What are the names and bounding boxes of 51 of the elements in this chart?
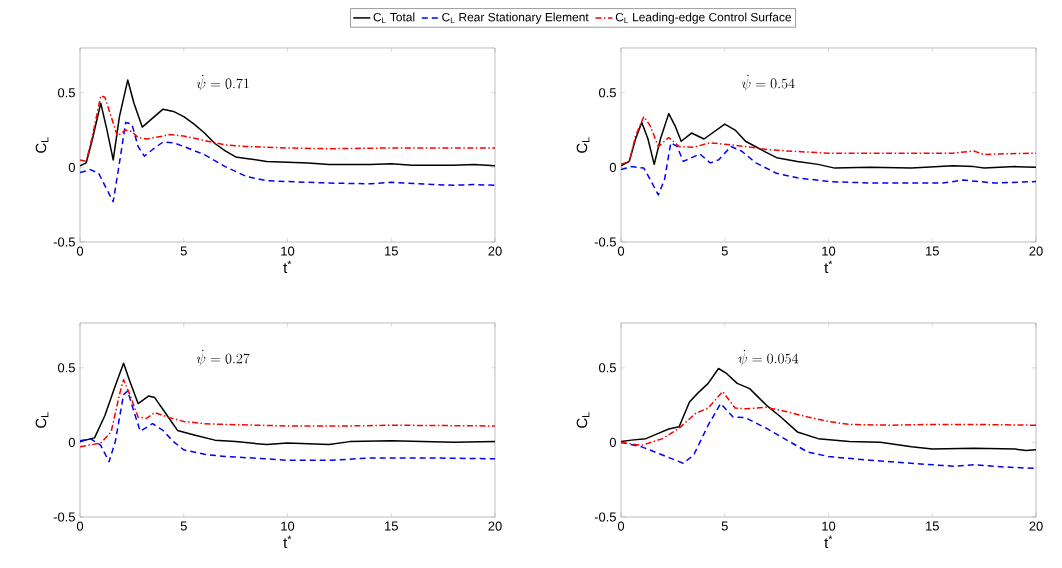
y-axis-title: C$_{L}$ bbox=[35, 412, 49, 428]
y-axis-title: C$_{L}$ bbox=[35, 137, 49, 153]
x-tick-label: 20 bbox=[488, 521, 502, 531]
x-tick-label: 15 bbox=[385, 246, 398, 256]
x-tick-label: 5 bbox=[180, 521, 187, 531]
x-tick-label: 15 bbox=[926, 246, 939, 256]
x-tick-label: 5 bbox=[721, 246, 728, 256]
x-tick-label: 20 bbox=[1029, 521, 1043, 531]
y-tick-label: 0.5 bbox=[57, 88, 75, 98]
y-tick-label: 0 bbox=[68, 162, 75, 172]
legend-label: C$_{L}$ Total bbox=[373, 12, 415, 24]
y-axis-title: C$_{L}$ bbox=[576, 137, 590, 153]
annotation: $\dot{\psi} = 0.27$ bbox=[196, 349, 250, 367]
x-tick-label: 5 bbox=[180, 246, 187, 256]
x-tick-label: 0 bbox=[617, 521, 625, 531]
y-tick-label: 0 bbox=[609, 437, 616, 447]
x-tick-label: 0 bbox=[76, 521, 84, 531]
y-tick-label: -0.5 bbox=[594, 237, 616, 247]
line-series bbox=[621, 367, 1037, 452]
x-axis-title: t$^{*}$ bbox=[283, 535, 292, 549]
x-tick-label: 15 bbox=[385, 521, 398, 531]
y-tick-label: 0 bbox=[609, 162, 616, 172]
y-tick-label: -0.5 bbox=[594, 512, 616, 522]
x-axis-title: t$^{*}$ bbox=[283, 260, 292, 274]
legend-label: C$_{L}$ Leading-edge Control Surface bbox=[615, 12, 792, 24]
y-axis-title: C$_{L}$ bbox=[576, 412, 590, 428]
line-series bbox=[80, 378, 496, 448]
x-axis-title: t$^{*}$ bbox=[824, 260, 833, 274]
x-tick-label: 20 bbox=[1029, 246, 1043, 256]
x-tick-label: 10 bbox=[281, 246, 295, 256]
x-tick-label: 15 bbox=[926, 521, 939, 531]
line-series bbox=[621, 390, 1037, 447]
annotation: $\dot{\psi} = 0.54$ bbox=[741, 74, 795, 92]
x-tick-label: 0 bbox=[76, 246, 84, 256]
annotation: $\dot{\psi} = 0.054$ bbox=[738, 349, 799, 367]
x-tick-label: 10 bbox=[281, 521, 295, 531]
x-tick-label: 20 bbox=[488, 246, 502, 256]
annotation: $\dot{\psi} = 0.71$ bbox=[196, 74, 249, 92]
line-series bbox=[80, 390, 496, 463]
x-axis-title: t$^{*}$ bbox=[824, 535, 833, 549]
y-tick-label: 0.5 bbox=[57, 363, 75, 373]
x-tick-label: 5 bbox=[721, 521, 728, 531]
y-tick-label: 0.5 bbox=[598, 88, 616, 98]
y-tick-label: 0 bbox=[68, 437, 75, 447]
x-tick-label: 10 bbox=[822, 521, 836, 531]
x-tick-label: 10 bbox=[822, 246, 836, 256]
y-tick-label: 0.5 bbox=[598, 363, 616, 373]
x-tick-label: 0 bbox=[617, 246, 625, 256]
y-tick-label: -0.5 bbox=[53, 512, 75, 522]
y-tick-label: -0.5 bbox=[53, 237, 75, 247]
legend-label: C$_{L}$ Rear Stationary Element bbox=[442, 12, 589, 24]
